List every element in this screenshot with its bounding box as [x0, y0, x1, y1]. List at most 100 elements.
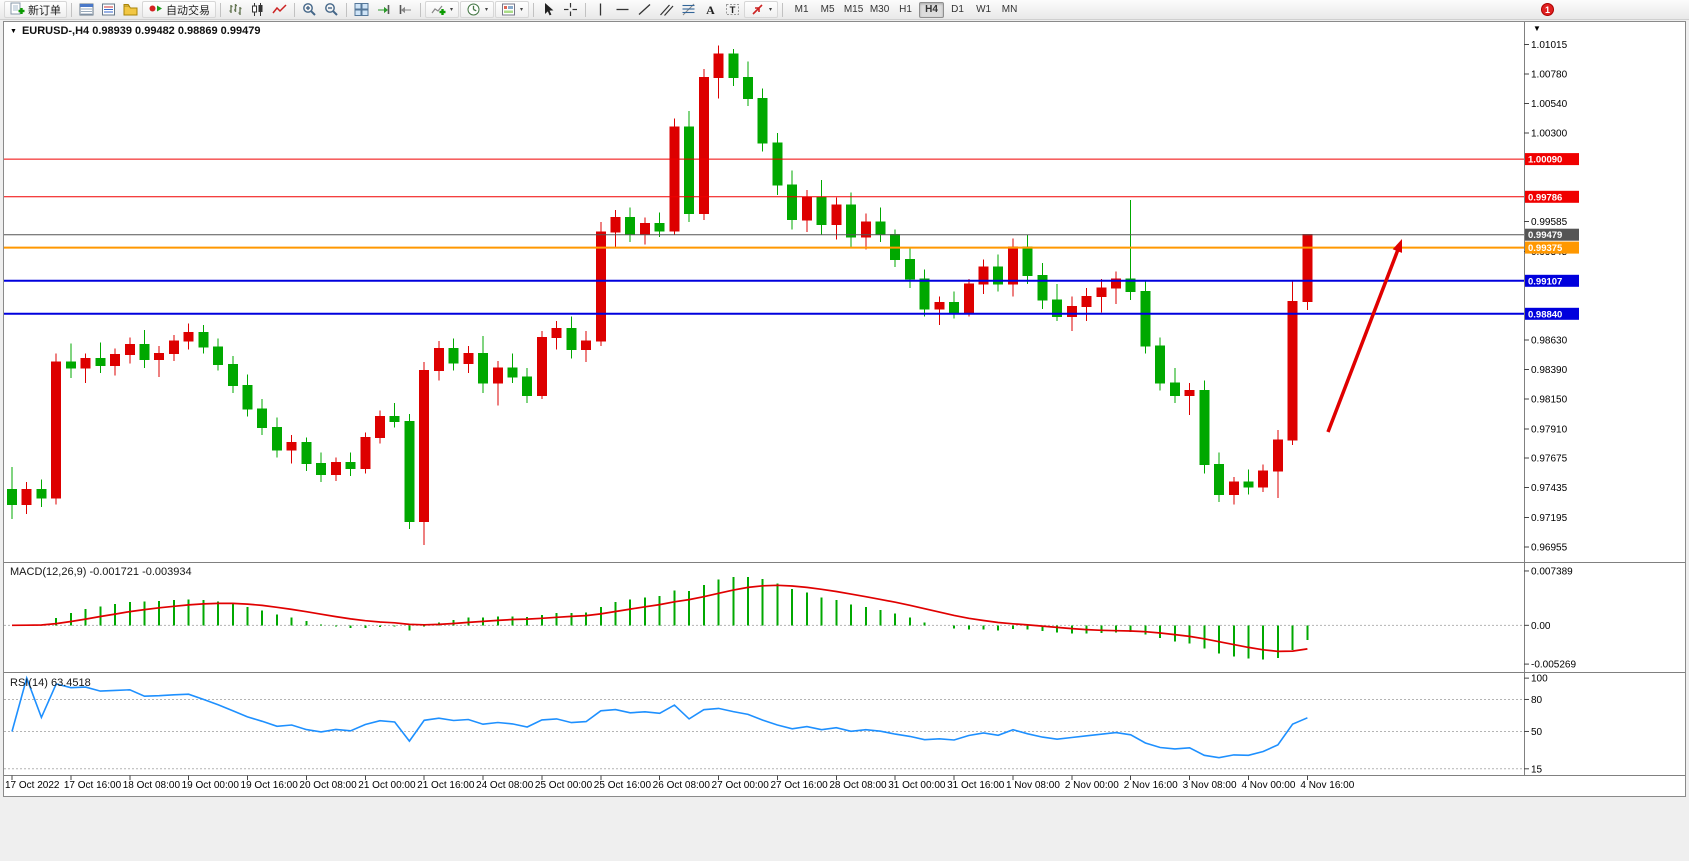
bar-chart-type-icon[interactable] [225, 1, 246, 18]
toolbar-separator [585, 2, 587, 17]
tile-windows-icon[interactable] [351, 1, 372, 18]
indicators-button[interactable]: ▾ [425, 1, 460, 18]
svg-text:18 Oct 08:00: 18 Oct 08:00 [123, 780, 181, 791]
timeframe-group: M1 M5 M15 M30 H1 H4 D1 W1 MN [789, 1, 1022, 18]
price-axis[interactable]: 1.01015 1.00780 1.00540 1.00300 0.99585 0.993… [1524, 40, 1568, 554]
templates-button[interactable]: ▾ [495, 1, 530, 18]
horizontal-line-object[interactable]: 1.00090 [4, 153, 1579, 166]
timeframe-button-H4[interactable]: H4 [919, 1, 945, 18]
one-click-trading-caret-icon[interactable]: ▼ [10, 27, 17, 35]
candle [684, 126, 695, 215]
svg-text:15: 15 [1531, 764, 1543, 775]
zoom-out-icon[interactable] [321, 1, 342, 18]
navigator-icon[interactable] [120, 1, 141, 18]
candle [80, 357, 91, 369]
candle [227, 364, 238, 386]
zoom-in-icon[interactable] [299, 1, 320, 18]
horizontal-line-object[interactable]: 0.99107 [4, 274, 1579, 287]
trendline-tool-icon[interactable] [634, 1, 655, 18]
svg-text:0.98150: 0.98150 [1531, 395, 1568, 406]
macd-indicator-label: MACD(12,26,9) -0.001721 -0.003934 [10, 566, 192, 578]
chart-canvas[interactable]: 1.01015 1.00780 1.00540 1.00300 0.99585 0.993… [4, 22, 1685, 796]
candle [846, 204, 856, 238]
chart-title-text: EURUSD-,H4 0.98939 0.99482 0.98869 0.994… [21, 25, 261, 37]
horizontal-line-object[interactable]: 0.98840 [4, 307, 1579, 320]
arrows-tool-button[interactable]: ▾ [744, 1, 779, 18]
toolbar-separator [346, 2, 347, 17]
candle [1199, 390, 1210, 466]
time-axis[interactable]: 17 Oct 2022 17 Oct 16:00 18 Oct 08:00 19 Oc… [5, 775, 1355, 792]
crosshair-icon[interactable] [560, 1, 581, 18]
horizontal-line-object[interactable]: 0.99375 [4, 241, 1579, 255]
candle [168, 340, 179, 354]
channel-tool-icon[interactable] [656, 1, 677, 18]
candle [772, 142, 783, 186]
toolbar-separator [294, 2, 295, 17]
candle [21, 489, 32, 505]
candle [816, 197, 827, 226]
line-chart-type-icon[interactable] [269, 1, 290, 18]
svg-text:19 Oct 00:00: 19 Oct 00:00 [182, 780, 240, 791]
chart-shift-icon[interactable] [395, 1, 416, 18]
fibonacci-tool-icon[interactable] [678, 1, 699, 18]
timeframe-button-W1[interactable]: W1 [976, 4, 992, 15]
candle [1111, 278, 1121, 289]
candlestick-type-icon[interactable] [247, 1, 268, 18]
candle [419, 370, 430, 523]
auto-trading-button[interactable]: 自动交易 [142, 1, 216, 18]
candle [993, 266, 1004, 285]
vertical-line-tool-icon[interactable] [590, 1, 611, 18]
candle [316, 463, 327, 476]
cursor-icon[interactable] [538, 1, 559, 18]
timeframe-button-H1[interactable]: H1 [899, 4, 912, 15]
candle [698, 77, 709, 215]
candle [51, 361, 62, 499]
dropdown-arrow-icon: ▾ [450, 7, 454, 13]
horizontal-lines-layer: 1.00090 0.99786 0.99479 0.99375 0.99107 0.988… [4, 153, 1579, 320]
macd-histogram [25, 576, 1309, 660]
svg-text:25 Oct 16:00: 25 Oct 16:00 [594, 780, 652, 791]
timeframe-button-MN[interactable]: MN [1001, 4, 1018, 15]
timeframe-button-M15[interactable]: M15 [843, 4, 864, 15]
macd-signal-line [11, 584, 1308, 653]
svg-text:0.99107: 0.99107 [1528, 276, 1562, 287]
svg-text:T: T [730, 5, 736, 16]
candle [95, 357, 106, 367]
timeframe-button-D1[interactable]: D1 [951, 4, 964, 15]
candle [360, 437, 371, 469]
candle [1169, 382, 1180, 397]
dropdown-arrow-icon: ▾ [485, 7, 489, 13]
candle [595, 231, 606, 342]
candle [124, 344, 135, 356]
trend-arrow-annotation[interactable] [1326, 239, 1402, 433]
horizontal-line-object[interactable]: 0.99479 [4, 228, 1579, 242]
svg-text:31 Oct 00:00: 31 Oct 00:00 [888, 780, 946, 791]
candle [183, 331, 194, 342]
market-watch-icon[interactable] [76, 1, 97, 18]
horizontal-line-object[interactable]: 0.99786 [4, 190, 1579, 203]
toolbar-separator [220, 2, 221, 17]
svg-text:28 Oct 08:00: 28 Oct 08:00 [829, 780, 887, 791]
timeframe-button-M30[interactable]: M30 [869, 4, 890, 15]
candle [478, 352, 488, 384]
candle [669, 126, 680, 232]
periods-button[interactable]: ▾ [460, 1, 495, 18]
candle [404, 420, 415, 523]
auto-scroll-icon[interactable] [373, 1, 394, 18]
svg-text:17 Oct 2022: 17 Oct 2022 [5, 780, 60, 791]
svg-text:0.99375: 0.99375 [1528, 243, 1563, 254]
svg-text:27 Oct 00:00: 27 Oct 00:00 [712, 780, 770, 791]
notification-badge[interactable]: 1 [1541, 3, 1554, 16]
new-order-button[interactable]: 新订单 [4, 1, 67, 18]
svg-text:0.99479: 0.99479 [1528, 230, 1562, 241]
horizontal-line-tool-icon[interactable] [612, 1, 633, 18]
timeframe-button-M5[interactable]: M5 [820, 4, 835, 15]
candle [581, 340, 592, 351]
text-tool-icon[interactable]: A [700, 1, 721, 18]
chart-corner-caret-icon[interactable]: ▼ [1533, 24, 1541, 33]
data-window-icon[interactable] [98, 1, 119, 18]
timeframe-button-M1[interactable]: M1 [794, 4, 809, 15]
candle [640, 223, 650, 236]
text-label-tool-icon[interactable]: T [722, 1, 743, 18]
svg-text:80: 80 [1531, 695, 1543, 706]
